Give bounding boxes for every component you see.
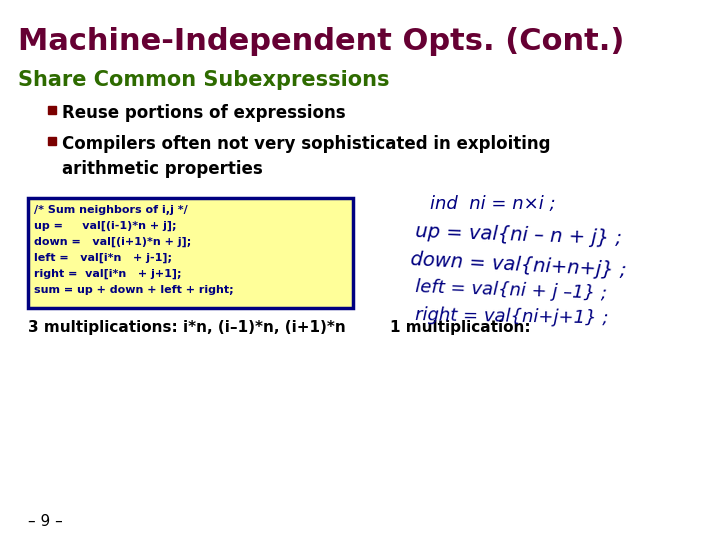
Text: 3 multiplications: i*n, (i–1)*n, (i+1)*n: 3 multiplications: i*n, (i–1)*n, (i+1)*n [28, 320, 346, 335]
FancyBboxPatch shape [28, 198, 353, 308]
Text: left =   val[i*n   + j-1];: left = val[i*n + j-1]; [34, 253, 172, 264]
Text: ind  ni = n×i ;: ind ni = n×i ; [430, 195, 556, 213]
Text: Reuse portions of expressions: Reuse portions of expressions [62, 104, 346, 122]
Text: – 9 –: – 9 – [28, 515, 63, 530]
Text: left = val{ni + j –1} ;: left = val{ni + j –1} ; [415, 278, 608, 303]
Text: right =  val[i*n   + j+1];: right = val[i*n + j+1]; [34, 269, 181, 279]
Text: 1 multiplication:: 1 multiplication: [390, 320, 531, 335]
Text: Compilers often not very sophisticated in exploiting
arithmetic properties: Compilers often not very sophisticated i… [62, 135, 551, 178]
Text: sum = up + down + left + right;: sum = up + down + left + right; [34, 285, 233, 295]
Text: up = val{ni – n + j} ;: up = val{ni – n + j} ; [415, 222, 622, 248]
Bar [48, 106, 56, 114]
Text: Share Common Subexpressions: Share Common Subexpressions [18, 70, 390, 90]
Text: Machine-Independent Opts. (Cont.): Machine-Independent Opts. (Cont.) [18, 28, 624, 57]
Text: up =     val[(i-1)*n + j];: up = val[(i-1)*n + j]; [34, 221, 176, 231]
Text: /* Sum neighbors of i,j */: /* Sum neighbors of i,j */ [34, 205, 188, 215]
Text: down = val{ni+n+j} ;: down = val{ni+n+j} ; [410, 250, 627, 280]
Text: right = val{ni+j+1} ;: right = val{ni+j+1} ; [415, 306, 608, 327]
Text: down =   val[(i+1)*n + j];: down = val[(i+1)*n + j]; [34, 237, 192, 247]
Bar [48, 137, 56, 145]
